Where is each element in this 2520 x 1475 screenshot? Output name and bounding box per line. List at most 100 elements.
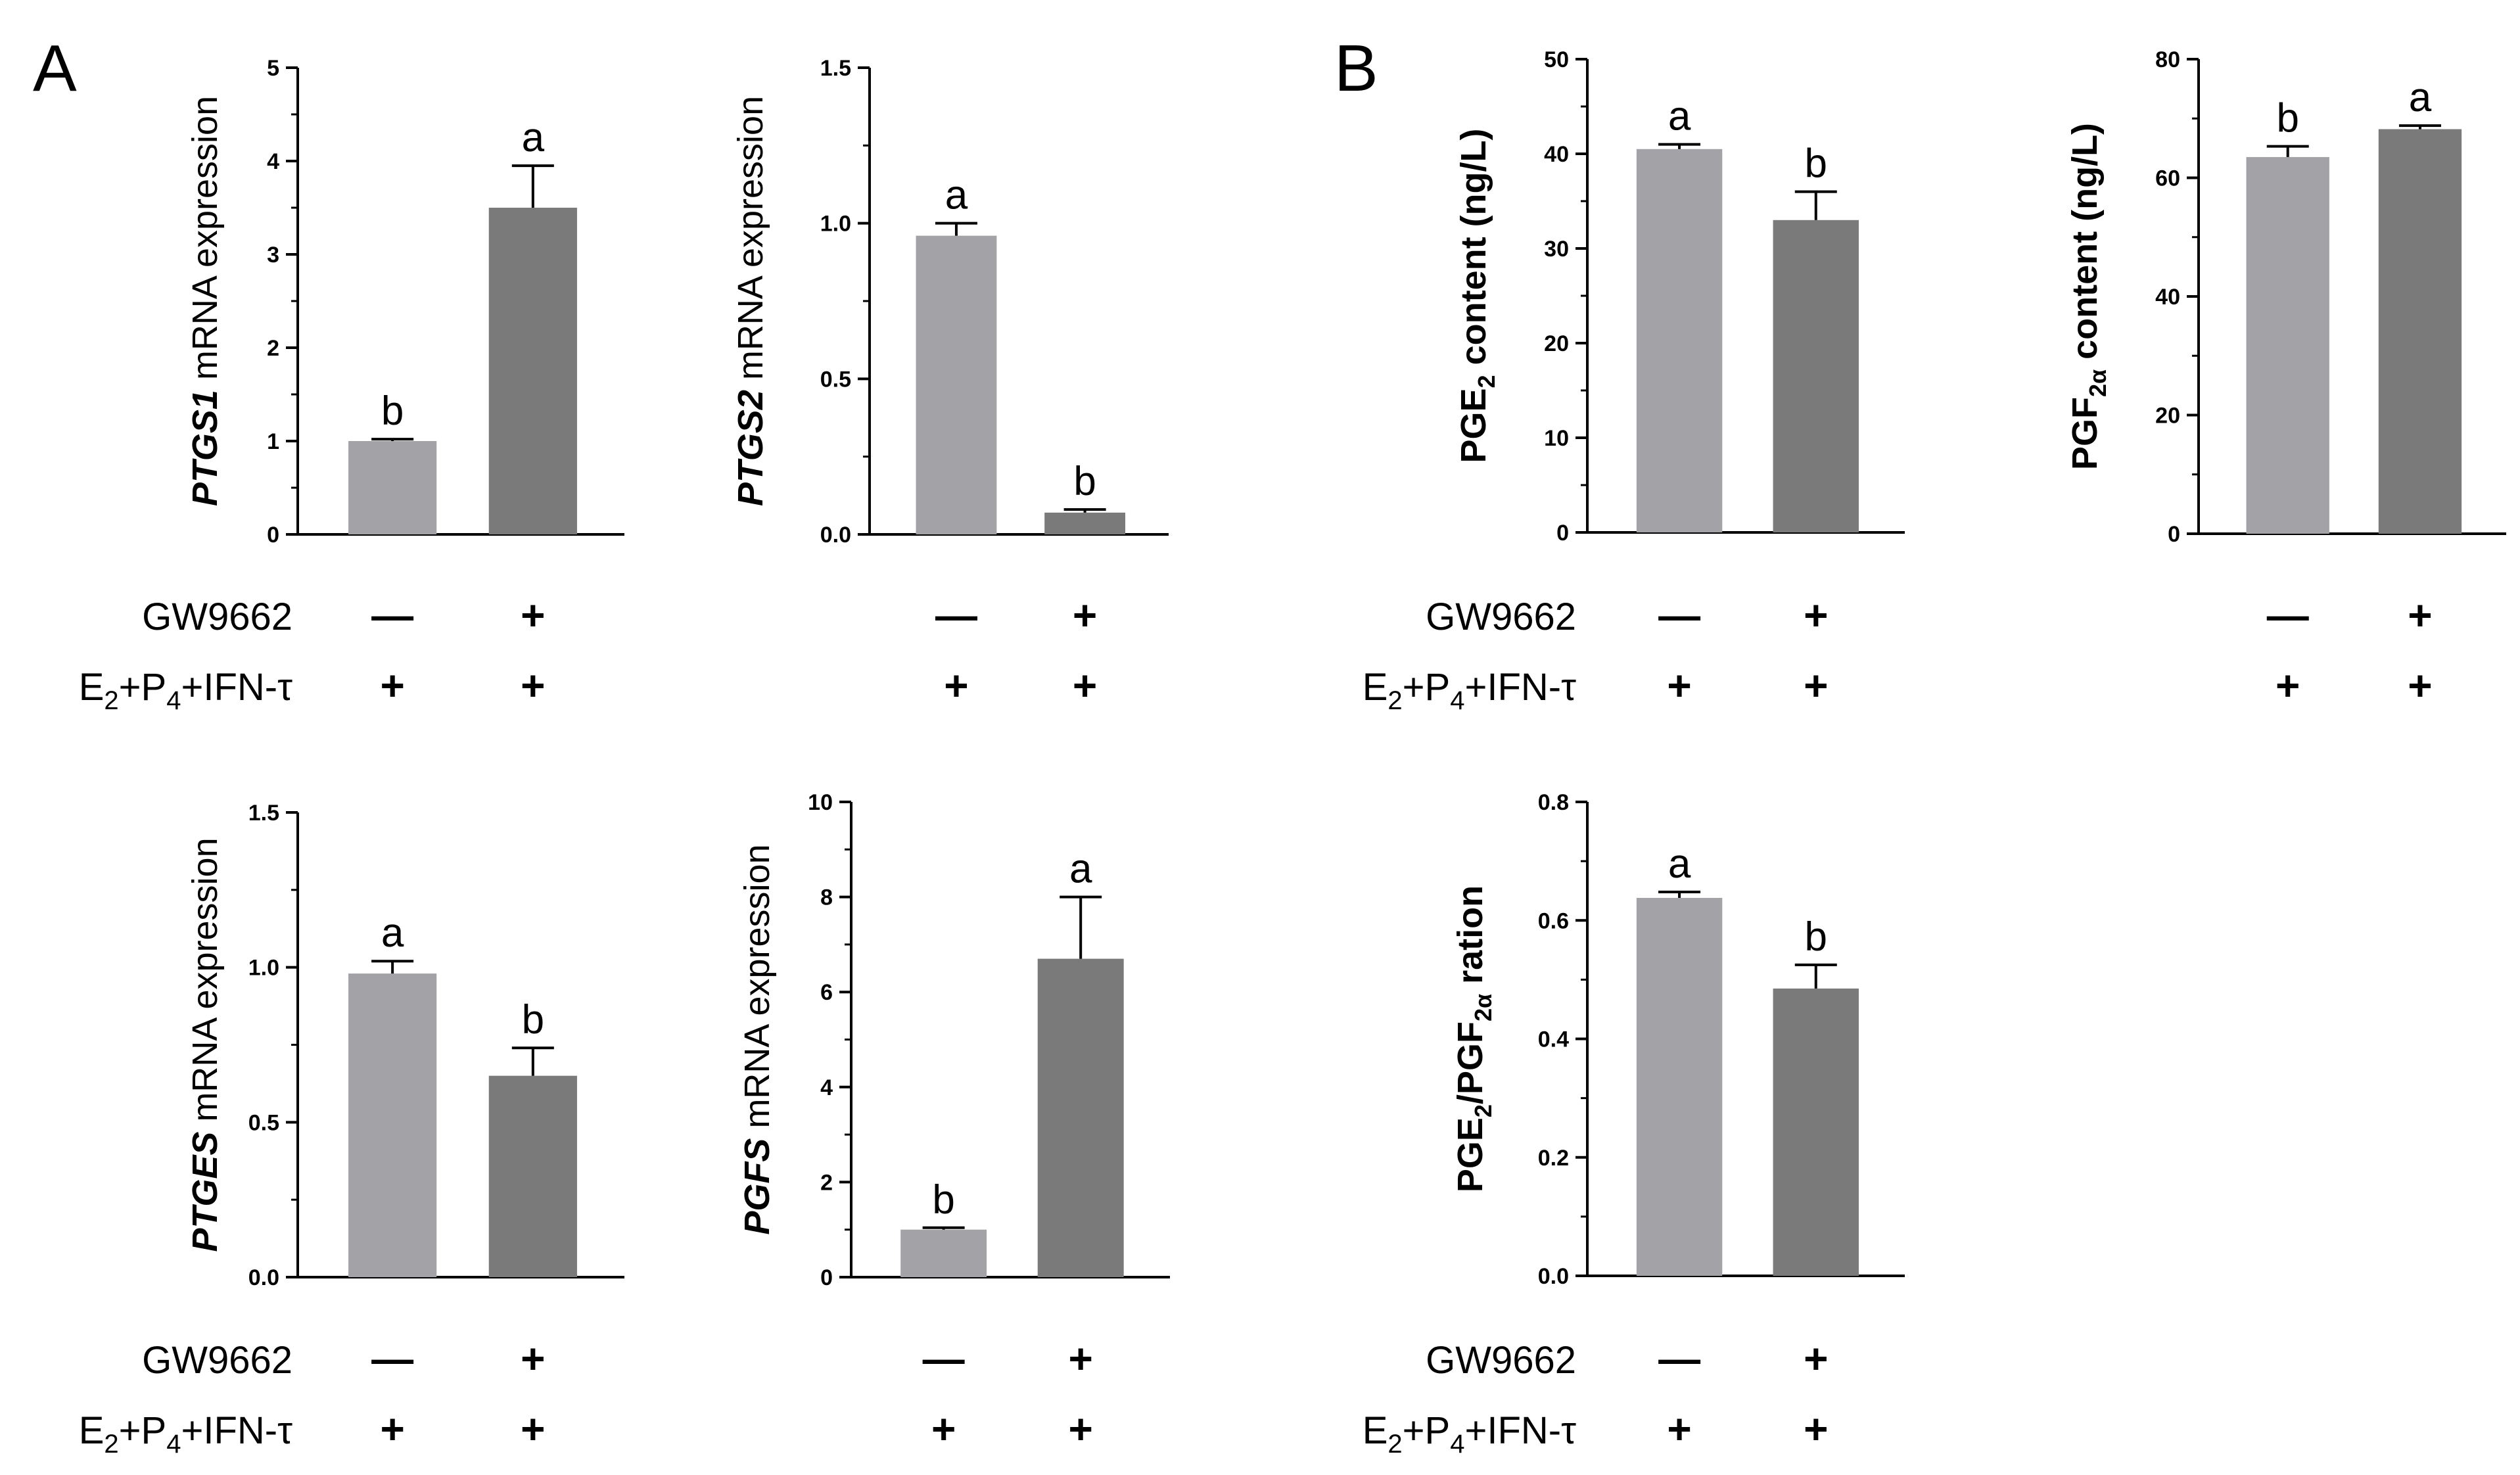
gw-sign: + [1804,1335,1828,1382]
e2-sign: + [1667,1405,1691,1453]
gw-sign: — [1658,1335,1700,1382]
significance-letter: b [932,1177,954,1223]
gw-sign: — [935,592,977,639]
y-tick-label: 0.0 [820,523,851,548]
y-tick-label: 0.4 [1538,1027,1569,1052]
bar [1636,898,1723,1276]
gw-sign: — [923,1335,965,1382]
e2-sign: + [1069,1405,1093,1453]
gw-row-label: GW9662 [1426,1339,1576,1382]
treatment-labels-b-top: GW9662 E2+P4+IFN-τ [1363,596,1576,715]
y-tick-label: 1.0 [248,956,279,981]
significance-letter: b [381,388,404,434]
y-tick-label: 0.6 [1538,908,1569,933]
y-tick-label: 80 [2155,47,2180,72]
gw-sign: — [371,1335,413,1382]
chart-ptgs2: 0.0 0.5 1.0 1.5 PTGS2 mRNA expression a — + b + + [731,56,1169,709]
e2-sign: + [1804,1405,1828,1453]
e2-sign: + [2275,662,2300,709]
e2-sign: + [931,1405,956,1453]
bar [2246,156,2329,534]
y-tick-label: 40 [1544,142,1569,167]
e2-row-label: E2+P4+IFN-τ [79,1409,292,1459]
y-axis-label: PTGS2 mRNA expression [731,96,770,506]
significance-letter: a [381,910,404,956]
e2-sign: + [1667,662,1691,709]
y-tick-label: 4 [267,149,279,174]
treatment-labels-a-bottom: GW9662 E2+P4+IFN-τ [79,1339,292,1459]
e2-sign: + [380,1405,404,1453]
y-tick-label: 0 [1556,521,1569,546]
bar [2378,129,2462,534]
significance-letter: a [945,173,968,218]
chart-pgfs: 0 2 4 6 8 10 PGFS mRNA expression b — + a + + [737,790,1170,1453]
bar [1636,149,1723,533]
significance-letter: b [1805,914,1827,960]
y-tick-label: 20 [2155,404,2180,429]
bar [1044,512,1126,534]
gw-sign: + [1073,592,1097,639]
e2-sign: + [944,662,968,709]
y-tick-label: 1.5 [248,801,279,826]
y-tick-label: 60 [2155,166,2180,191]
y-tick-label: 0 [267,523,279,548]
y-tick-label: 2 [820,1170,833,1195]
e2-sign: + [521,662,545,709]
y-tick-label: 0.2 [1538,1146,1569,1171]
y-tick-label: 0.8 [1538,790,1569,815]
y-axis-label: PGE2 content (ng/L) [1454,129,1500,463]
y-tick-label: 0.5 [820,367,851,392]
y-tick-label: 1.5 [820,56,851,81]
e2-sign: + [1804,662,1828,709]
y-tick-label: 0.5 [248,1110,279,1135]
chart-ptges: 0.0 0.5 1.0 1.5 PTGES mRNA expression a — + b + + [185,801,624,1453]
gw-row-label: GW9662 [142,1339,292,1382]
significance-letter: a [1668,841,1691,887]
significance-letter: a [1069,847,1092,892]
significance-letter: b [2276,96,2298,141]
y-tick-label: 5 [267,56,279,81]
y-tick-label: 1.0 [820,212,851,237]
e2-sign: + [2408,662,2432,709]
bar [900,1229,987,1277]
y-tick-label: 8 [820,885,833,910]
gw-row-label: GW9662 [142,596,292,638]
y-tick-label: 30 [1544,237,1569,262]
y-tick-label: 0.0 [248,1265,279,1290]
y-tick-label: 10 [808,790,833,815]
significance-letter: b [1073,459,1096,504]
bar [348,973,437,1277]
gw-sign: + [1069,1335,1093,1382]
significance-letter: a [522,115,545,160]
e2-row-label: E2+P4+IFN-τ [1363,666,1576,715]
y-tick-label: 4 [820,1075,833,1100]
y-tick-label: 0 [2168,522,2180,547]
y-tick-label: 1 [267,429,279,454]
y-tick-label: 0 [820,1265,833,1290]
y-tick-label: 50 [1544,47,1569,72]
e2-sign: + [1073,662,1097,709]
y-axis-label: PGE2/PGF2α ration [1451,885,1497,1192]
significance-letter: a [2409,75,2432,120]
treatment-labels-b-bottom: GW9662 E2+P4+IFN-τ [1363,1339,1576,1459]
gw-sign: — [371,592,413,639]
bar [488,208,577,534]
y-tick-label: 40 [2155,285,2180,310]
e2-row-label: E2+P4+IFN-τ [79,666,292,715]
e2-sign: + [521,1405,545,1453]
y-axis-label: PGF2α content (ng/L) [2065,123,2111,470]
chart-pge2: 0 10 20 30 40 50 PGE2 content (ng/L) a — + b + + [1454,47,1905,709]
e2-sign: + [380,662,404,709]
gw-sign: + [2408,592,2432,639]
gw-sign: — [1658,592,1700,639]
e2-row-label: E2+P4+IFN-τ [1363,1409,1576,1459]
bar [916,235,997,534]
y-axis-label: PTGS1 mRNA expression [185,96,225,506]
bar [1773,220,1859,532]
gw-sign: + [521,592,545,639]
bar [1037,958,1124,1277]
chart-ptgs1: 0 1 2 3 4 5 PTGS1 mRNA expression b — + a + + [185,56,624,709]
gw-row-label: GW9662 [1426,596,1576,638]
bar [1773,988,1859,1276]
